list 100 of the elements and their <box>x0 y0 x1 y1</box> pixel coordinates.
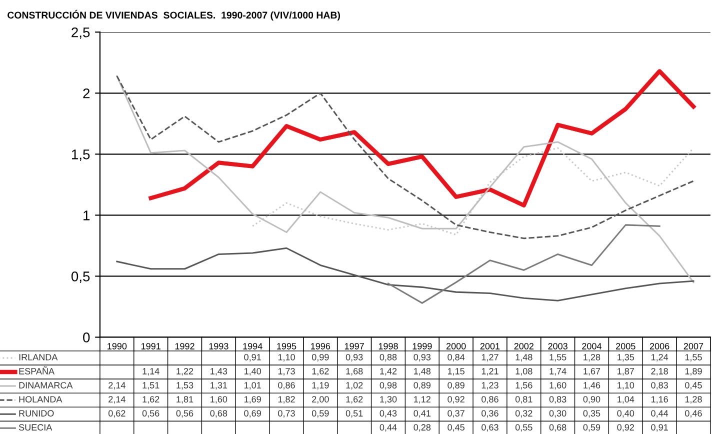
data-label: 1,10 <box>278 354 295 362</box>
data-label: 1,67 <box>584 368 600 376</box>
data-label: 0,86 <box>278 382 295 390</box>
data-label: 0,51 <box>346 410 363 418</box>
data-label: 1,46 <box>584 382 600 390</box>
data-label: 0,45 <box>685 382 702 390</box>
data-label: 2,18 <box>651 368 668 376</box>
data-label: 2,14 <box>108 382 126 390</box>
x-tick-label: 1998 <box>378 343 398 350</box>
x-tick-label: 1996 <box>311 343 330 350</box>
data-label: 1,01 <box>244 382 261 390</box>
data-label: 0,41 <box>414 410 430 418</box>
data-label: 0,32 <box>515 410 532 418</box>
data-label: 0,56 <box>176 410 194 418</box>
x-tick-label: 1999 <box>412 343 432 350</box>
data-label: 0,99 <box>312 354 329 362</box>
data-label: 1,62 <box>142 396 160 404</box>
data-label: 1,89 <box>685 368 702 376</box>
data-label: 1,19 <box>312 382 329 390</box>
data-label: 1,43 <box>210 368 228 376</box>
data-label: 1,40 <box>244 368 262 376</box>
legend-label: ESPAÑA <box>19 366 55 374</box>
legend-label: IRLANDA <box>19 354 58 360</box>
legend-label: HOLANDA <box>19 396 62 402</box>
data-label: 0,59 <box>583 424 600 432</box>
data-label: 1,62 <box>312 368 329 376</box>
data-label: 1,51 <box>142 382 160 390</box>
data-label: 1,27 <box>482 354 498 362</box>
data-label: 0,44 <box>380 424 397 432</box>
x-tick-label: 2006 <box>650 343 670 350</box>
y-tick-label: 0 <box>83 332 90 342</box>
data-label: 0,89 <box>414 382 431 390</box>
data-label: 1,73 <box>278 368 295 376</box>
x-tick-label: 2004 <box>582 343 602 350</box>
legend-label: RUNIDO <box>19 410 54 417</box>
data-label: 0,59 <box>312 410 329 418</box>
data-label: 1,23 <box>482 382 498 390</box>
data-label: 1,69 <box>244 396 261 404</box>
data-label: 1,15 <box>448 368 464 376</box>
data-label: 0,90 <box>583 396 600 404</box>
data-label: 0,83 <box>651 382 668 390</box>
data-label: 0,56 <box>142 410 160 418</box>
data-label: 0,68 <box>549 424 566 432</box>
data-label: 1,87 <box>618 368 634 376</box>
x-tick-label: 2001 <box>480 343 500 350</box>
data-label: 0,30 <box>549 410 566 418</box>
x-tick-label: 1995 <box>277 343 296 350</box>
data-label: 1,08 <box>516 368 532 376</box>
data-label: 1,10 <box>618 382 634 390</box>
data-label: 1,14 <box>142 368 160 376</box>
data-label: 1,53 <box>176 382 194 390</box>
data-label: 0,91 <box>244 354 261 362</box>
data-label: 0,55 <box>515 424 532 432</box>
data-label: 2,00 <box>312 396 329 404</box>
x-tick-label: 1993 <box>209 343 228 350</box>
x-tick-label: 2002 <box>514 343 534 350</box>
x-tick-label: 2005 <box>616 343 636 350</box>
data-label: 1,28 <box>685 396 702 404</box>
data-label: 1,31 <box>210 382 228 390</box>
data-label: 1,28 <box>584 354 600 362</box>
data-label: 0,36 <box>482 410 498 418</box>
x-tick-label: 1997 <box>344 343 364 350</box>
x-tick-label: 2007 <box>684 343 704 350</box>
data-label: 0,92 <box>617 424 634 432</box>
data-label: 0,40 <box>617 410 634 418</box>
data-label: 1,12 <box>414 396 430 404</box>
data-label: 0,68 <box>210 410 228 418</box>
legend-label: DINAMARCA <box>19 382 73 388</box>
data-label: 0,84 <box>448 354 465 362</box>
data-label: 0,93 <box>346 354 363 362</box>
y-tick-label: 1,5 <box>72 150 90 161</box>
data-label: 1,22 <box>176 368 194 376</box>
legend-label: SUECIA <box>18 424 52 431</box>
data-label: 0,37 <box>448 410 464 418</box>
data-label: 1,48 <box>516 354 532 362</box>
data-label: 0,86 <box>482 396 498 404</box>
y-tick-label: 1 <box>84 210 90 220</box>
data-label: 1,48 <box>414 368 431 376</box>
data-label: 1,55 <box>550 354 566 362</box>
data-label: 1,21 <box>482 368 498 376</box>
data-label: 0,28 <box>414 424 431 432</box>
data-label: 1,55 <box>685 354 702 362</box>
data-label: 1,35 <box>618 354 634 362</box>
data-label: 1,24 <box>651 354 668 362</box>
data-label: 0,43 <box>380 410 397 418</box>
data-label: 1,30 <box>380 396 397 404</box>
data-label: 1,56 <box>516 382 532 390</box>
data-label: 1,74 <box>550 368 566 376</box>
chart-title: CONSTRUCCIÓN DE VIVIENDAS SOCIALES. 1990-2007 (VIV/1000 HAB) <box>8 10 340 21</box>
data-label: 1,81 <box>176 396 194 404</box>
x-tick-label: 1990 <box>108 343 127 350</box>
y-tick-label: 0,5 <box>71 272 90 284</box>
y-tick-label: 2 <box>83 88 90 98</box>
data-label: 0,45 <box>448 424 464 432</box>
y-tick-label: 2,5 <box>72 27 90 39</box>
data-label: 1,82 <box>278 396 295 404</box>
data-label: 0,83 <box>549 396 566 404</box>
data-label: 0,93 <box>414 354 431 362</box>
data-label: 2,14 <box>108 396 126 404</box>
data-label: 0,89 <box>448 382 464 390</box>
